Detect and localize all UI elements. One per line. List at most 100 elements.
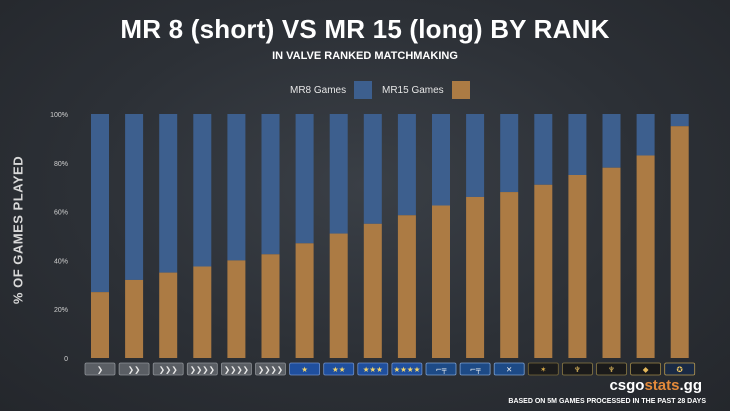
rank-badge-glyph: ✶ — [540, 365, 546, 374]
bar-mr8 — [125, 114, 144, 280]
bar-mr15 — [193, 266, 212, 358]
footnote: BASED ON 5M GAMES PROCESSED IN THE PAST … — [508, 398, 706, 405]
rank-badge-glyph: ⌐╤ — [436, 365, 447, 375]
bar-mr15 — [568, 175, 587, 358]
legendary-eagle-master-rank-icon: ♆ — [596, 362, 627, 376]
rank-badge-glyph: ❯❯❯❯ — [258, 365, 283, 374]
rank-badge-glyph: ◆ — [643, 365, 649, 374]
bar-mr8 — [227, 114, 246, 261]
global-elite-rank-icon: ✪ — [664, 362, 696, 376]
bar-mr8 — [670, 114, 689, 127]
rank-badge-frame — [425, 362, 457, 376]
chart-subtitle: IN VALVE RANKED MATCHMAKING — [272, 50, 458, 62]
bar-mr15 — [670, 126, 689, 358]
y-tick-label: 80% — [54, 161, 68, 168]
bar-mr15 — [91, 292, 109, 358]
brand-prefix: csgo — [609, 377, 645, 394]
rank-badge-frame — [323, 362, 355, 376]
bar-mr8 — [91, 114, 109, 293]
master-guardian-2-rank-icon: ⌐╤ — [459, 362, 491, 376]
bar-mr8 — [432, 114, 450, 206]
brand-accent: stats — [644, 377, 680, 394]
rank-badge-glyph: ❯❯❯ — [159, 365, 178, 374]
bar-mr8 — [500, 114, 519, 193]
rank-badge-frame — [493, 362, 525, 376]
rank-badge-glyph: ♆ — [574, 365, 581, 374]
legend-label-mr8: MR8 Games — [290, 84, 347, 96]
bar-mr15 — [534, 184, 553, 358]
bar-mr8 — [466, 114, 485, 197]
bar-mr15 — [397, 215, 416, 358]
bar-mr8 — [602, 114, 621, 168]
rank-badge-glyph: ❯❯❯❯ — [224, 365, 249, 374]
rank-badge-glyph: ★★★ — [363, 365, 383, 374]
rank-badge-frame — [84, 362, 116, 376]
rank-badge-glyph: ✕ — [506, 365, 512, 374]
bar-mr8 — [534, 114, 553, 185]
gold-nova-master-rank-icon: ★★★★ — [391, 362, 423, 376]
silver-elite-master-rank-icon: ❯❯❯❯ — [255, 362, 286, 376]
rank-badge-frame — [152, 362, 184, 376]
legend-item-mr15: MR15 Games — [382, 80, 470, 100]
rank-badge-frame — [220, 362, 252, 376]
bar-mr8 — [363, 114, 382, 224]
silver-1-rank-icon: ❯ — [84, 362, 116, 376]
rank-badge-frame — [596, 362, 627, 376]
bar-mr8 — [636, 114, 655, 156]
master-guardian-elite-rank-icon: ✕ — [493, 362, 525, 376]
distinguished-master-guardian-rank-icon: ✶ — [527, 362, 559, 376]
chart-title: MR 8 (short) VS MR 15 (long) BY RANK — [120, 14, 610, 44]
rank-badge-frame — [255, 362, 286, 376]
bar-mr15 — [261, 254, 280, 358]
brand-suffix: .gg — [679, 377, 703, 394]
legend-item-mr8: MR8 Games — [290, 80, 373, 100]
silver-3-rank-icon: ❯❯❯ — [152, 362, 184, 376]
bar-mr15 — [227, 260, 246, 358]
legend-swatch-mr8 — [354, 81, 373, 99]
silver-2-rank-icon: ❯❯ — [118, 362, 150, 376]
rank-badge-glyph: ⌐╤ — [470, 365, 481, 375]
rank-badge-frame — [630, 362, 661, 376]
legend: MR8 Games MR15 Games — [0, 80, 730, 100]
brand-logo: csgostats.gg — [609, 377, 702, 394]
bar-mr15 — [363, 223, 382, 358]
rank-badge-frame — [118, 362, 150, 376]
y-tick-label: 40% — [54, 258, 68, 265]
y-tick-label: 60% — [54, 210, 68, 217]
bar-mr15 — [500, 192, 519, 358]
bar-mr8 — [261, 114, 280, 255]
bar-mr8 — [295, 114, 314, 244]
bar-mr8 — [568, 114, 587, 175]
rank-badge-frame — [459, 362, 491, 376]
bar-mr15 — [602, 167, 621, 358]
bar-mr8 — [193, 114, 212, 267]
rank-badge-frame — [527, 362, 559, 376]
rank-badge-glyph: ♆ — [608, 365, 615, 374]
bar-mr15 — [125, 279, 144, 358]
y-tick-label: 100% — [50, 112, 68, 119]
bar-mr15 — [159, 272, 178, 358]
bar-mr15 — [432, 205, 450, 358]
bar-mr8 — [159, 114, 178, 273]
rank-badge-glyph: ✪ — [677, 365, 683, 374]
rank-badge-glyph: ❯❯ — [128, 365, 141, 374]
legend-label-mr15: MR15 Games — [382, 84, 444, 96]
bar-mr15 — [466, 196, 485, 358]
bar-mr15 — [295, 243, 314, 358]
rank-badge-glyph: ❯❯❯❯ — [190, 365, 215, 374]
rank-badge-glyph: ★★★★ — [393, 365, 420, 374]
bar-mr8 — [329, 114, 348, 234]
y-tick-label: 0 — [64, 356, 68, 363]
bar-mr15 — [636, 155, 655, 358]
rank-badge-frame — [562, 362, 593, 376]
gold-nova-3-rank-icon: ★★★ — [357, 362, 389, 376]
rank-badge-frame — [289, 362, 321, 376]
rank-badge-glyph: ★★ — [332, 365, 346, 374]
rank-badge-glyph: ★ — [301, 365, 308, 374]
gold-nova-1-rank-icon: ★ — [289, 362, 321, 376]
supreme-master-rank-icon: ◆ — [630, 362, 661, 376]
rank-badge-frame — [391, 362, 423, 376]
y-tick-label: 20% — [54, 307, 68, 314]
rank-badge-glyph: ❯ — [97, 365, 103, 374]
